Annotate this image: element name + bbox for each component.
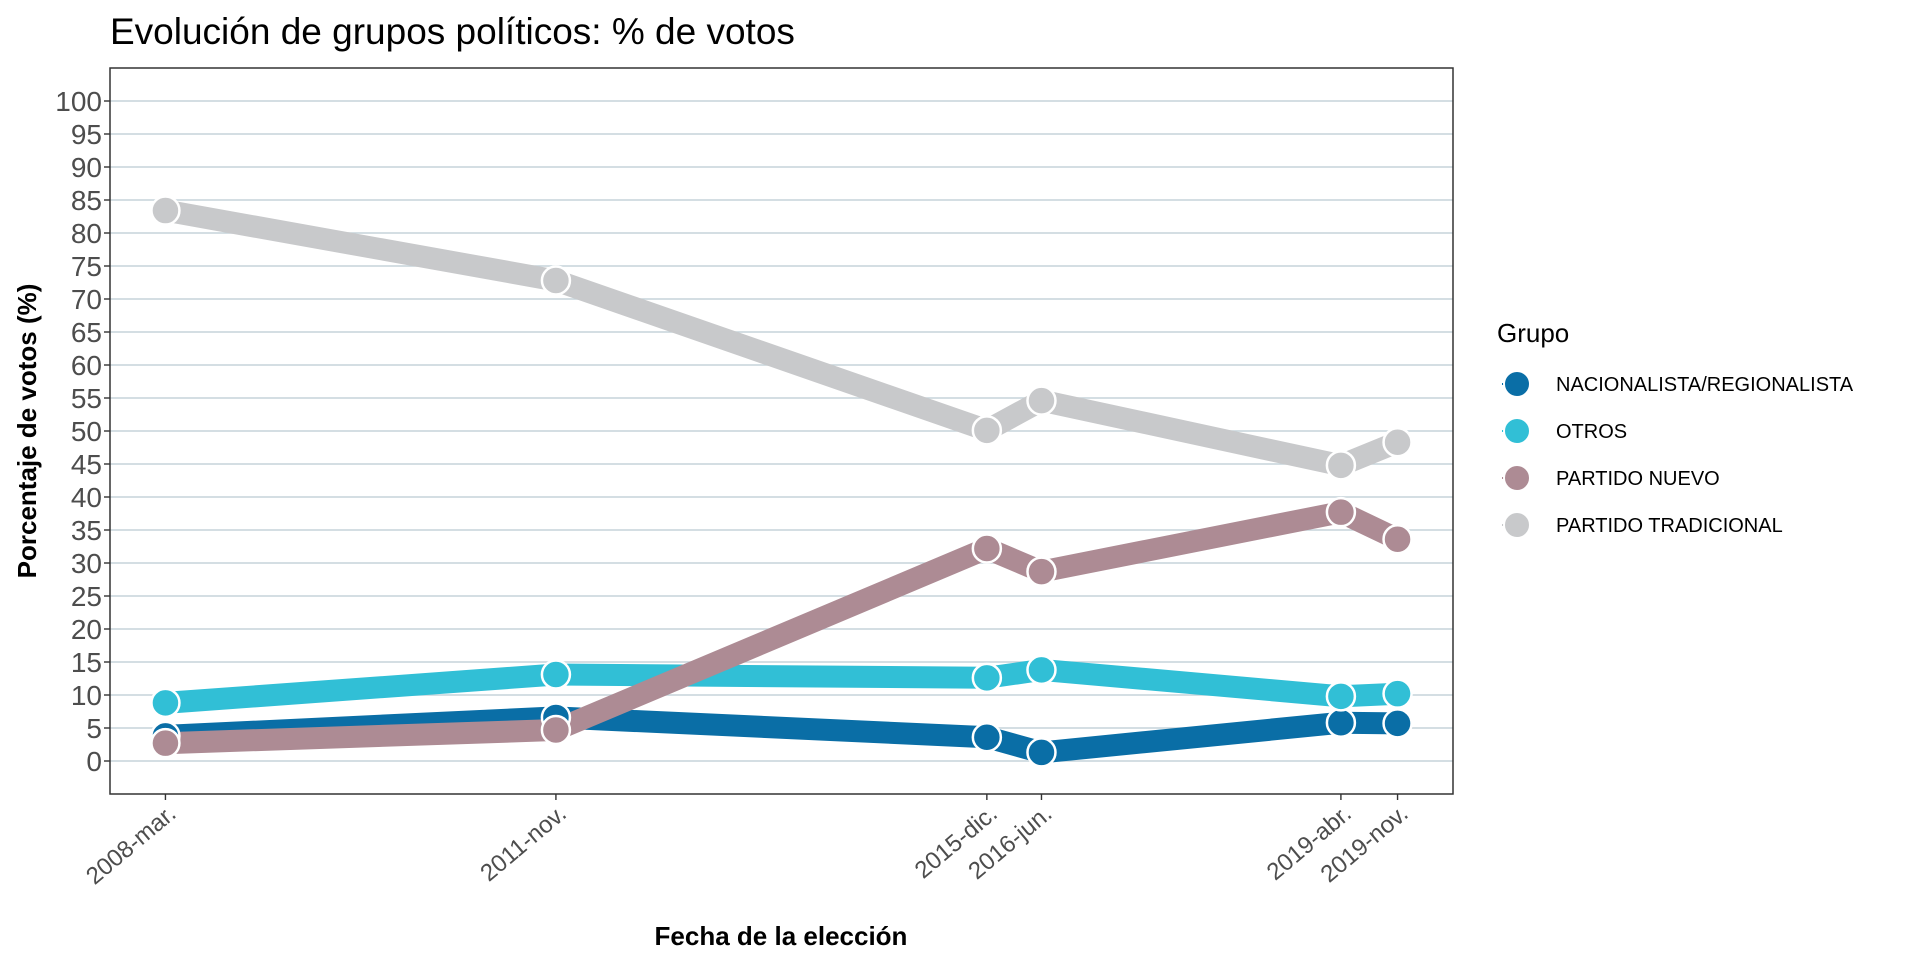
data-point (1382, 426, 1413, 458)
y-tick-label: 25 (71, 581, 102, 612)
y-tick-label: 30 (71, 548, 102, 579)
data-point (1382, 523, 1413, 555)
y-tick-label: 100 (55, 86, 102, 117)
y-axis-ticks: 0510152025303540455055606570758085909510… (55, 86, 110, 777)
legend-label: PARTIDO NUEVO (1556, 468, 1720, 490)
y-tick-label: 35 (71, 515, 102, 546)
legend-key (1503, 417, 1531, 445)
data-point (971, 662, 1003, 694)
data-point (540, 265, 572, 296)
x-axis-title: Fecha de la elección (655, 921, 908, 951)
legend-key (1503, 464, 1531, 492)
data-point (1026, 385, 1057, 416)
y-tick-label: 55 (71, 383, 102, 414)
data-point (1325, 450, 1357, 481)
plot-panel-border (109, 67, 1454, 795)
y-tick-label: 70 (71, 284, 102, 315)
y-tick-label: 85 (71, 185, 102, 216)
legend-title: Grupo (1497, 318, 1569, 348)
legend-label: OTROS (1556, 421, 1627, 443)
data-point (1026, 737, 1057, 768)
data-point (1325, 496, 1357, 528)
gridlines (110, 100, 1453, 762)
data-point (1382, 708, 1413, 739)
data-point (540, 659, 572, 690)
y-tick-label: 45 (71, 449, 102, 480)
y-tick-label: 5 (86, 713, 102, 744)
data-point (971, 533, 1003, 564)
y-tick-label: 20 (71, 614, 102, 645)
y-tick-label: 0 (86, 746, 102, 777)
data-point (1026, 556, 1057, 587)
legend-label: NACIONALISTA/REGIONALISTA (1556, 374, 1854, 396)
legend: Grupo NACIONALISTA/REGIONALISTA OTROS PART… (1497, 318, 1854, 539)
data-point (150, 727, 181, 759)
series-points (150, 195, 1413, 768)
data-point (150, 195, 181, 226)
y-tick-label: 40 (71, 482, 102, 513)
data-point (1026, 654, 1057, 686)
y-tick-label: 60 (71, 350, 102, 381)
chart-title: Evolución de grupos políticos: % de voto… (110, 11, 795, 52)
data-point (1325, 681, 1357, 712)
y-tick-label: 80 (71, 218, 102, 249)
legend-items: NACIONALISTA/REGIONALISTA OTROS PARTIDO NU… (1502, 370, 1854, 539)
data-point (1382, 678, 1413, 709)
y-tick-label: 15 (71, 647, 102, 678)
y-tick-label: 50 (71, 416, 102, 447)
data-point (150, 687, 181, 719)
y-tick-label: 90 (71, 152, 102, 183)
y-tick-label: 10 (71, 680, 102, 711)
y-tick-label: 75 (71, 251, 102, 282)
y-tick-label: 65 (71, 317, 102, 348)
legend-key (1503, 511, 1531, 539)
legend-key (1503, 370, 1531, 398)
data-point (971, 415, 1003, 446)
y-axis-title: Porcentaje de votos (%) (12, 284, 42, 579)
data-point (1325, 707, 1357, 738)
legend-label: PARTIDO TRADICIONAL (1556, 515, 1783, 537)
data-point (971, 721, 1003, 753)
y-tick-label: 95 (71, 119, 102, 150)
data-point (540, 714, 572, 746)
